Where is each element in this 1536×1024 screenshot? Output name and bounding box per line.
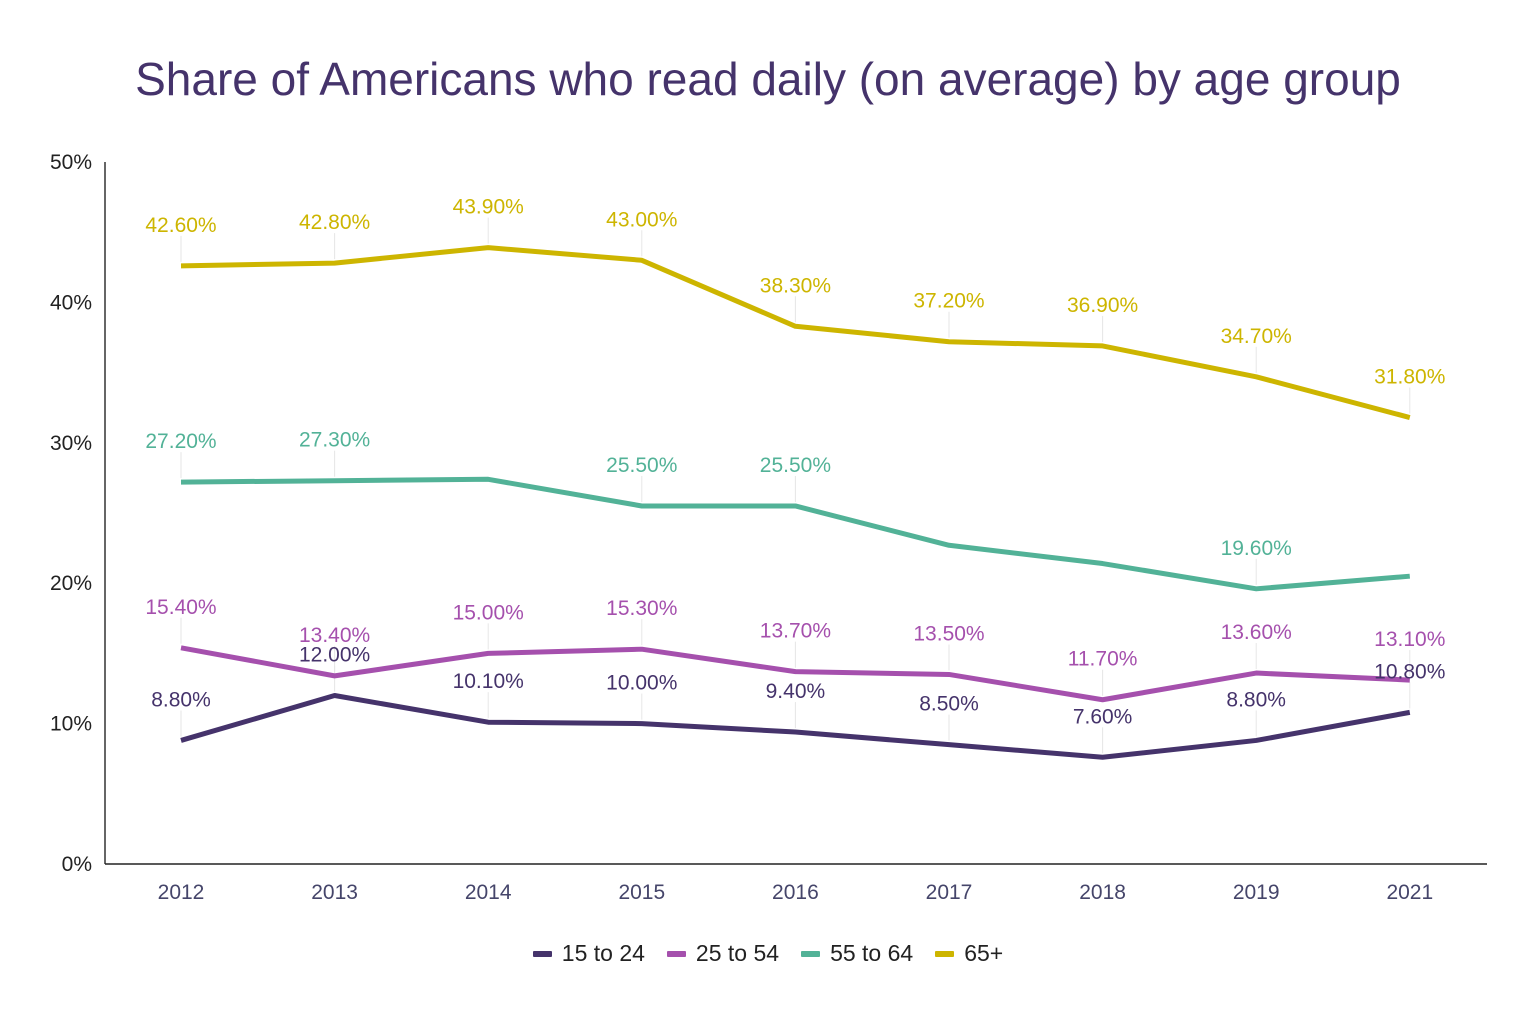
x-tick-label: 2018 xyxy=(1079,881,1126,904)
y-tick-label: 30% xyxy=(50,432,92,455)
legend-item: 25 to 54 xyxy=(666,940,780,967)
x-tick-label: 2013 xyxy=(311,881,358,904)
data-label: 15.40% xyxy=(145,596,216,619)
series-line-55-to-64 xyxy=(180,476,1411,592)
data-label: 8.80% xyxy=(1226,688,1286,711)
data-label: 27.30% xyxy=(299,429,370,452)
x-tick-label: 2015 xyxy=(618,881,665,904)
legend-label: 65+ xyxy=(964,940,1004,966)
data-label: 15.30% xyxy=(606,597,677,620)
data-label: 38.30% xyxy=(760,274,831,297)
label-leader-lines xyxy=(180,217,1411,754)
y-tick-label: 50% xyxy=(50,151,92,174)
data-label: 43.90% xyxy=(453,196,524,219)
data-label: 42.80% xyxy=(299,211,370,234)
axes: 0% 10% 20% 30% 40% 50% 2012 2013 2014 2015 2016 201… xyxy=(50,151,1487,904)
data-label: 37.20% xyxy=(913,290,984,313)
data-label: 8.80% xyxy=(151,688,211,711)
legend-item: 15 to 24 xyxy=(532,940,645,967)
data-label: 13.70% xyxy=(760,620,831,643)
data-label: 13.40% xyxy=(299,624,370,647)
y-tick-label: 40% xyxy=(50,291,92,314)
x-tick-label: 2019 xyxy=(1233,881,1280,904)
data-label: 10.80% xyxy=(1374,660,1445,683)
data-label: 10.00% xyxy=(606,672,677,695)
data-label: 10.10% xyxy=(453,670,524,693)
data-label: 9.40% xyxy=(766,680,826,703)
x-tick-label: 2021 xyxy=(1386,881,1433,904)
data-label: 13.50% xyxy=(913,622,984,645)
data-label: 31.80% xyxy=(1374,366,1445,389)
legend: 15 to 24 25 to 54 55 to 64 65+ xyxy=(0,940,1536,967)
data-label: 13.10% xyxy=(1374,628,1445,651)
x-tick-label: 2014 xyxy=(465,881,512,904)
y-tick-label: 10% xyxy=(50,713,92,736)
data-label: 13.60% xyxy=(1221,621,1292,644)
legend-swatch xyxy=(935,950,955,957)
data-label: 11.70% xyxy=(1068,648,1138,671)
series-line-65- xyxy=(180,245,1411,420)
series-line-15-to-24 xyxy=(180,693,1411,760)
y-tick-label: 0% xyxy=(62,853,92,876)
chart-title: Share of Americans who read daily (on av… xyxy=(135,53,1401,105)
data-label: 19.60% xyxy=(1221,537,1292,560)
data-label: 43.00% xyxy=(606,208,677,231)
data-label: 25.50% xyxy=(760,454,831,477)
legend-swatch xyxy=(666,950,686,957)
legend-item: 65+ xyxy=(935,940,1003,967)
data-label: 36.90% xyxy=(1067,294,1138,317)
data-label: 12.00% xyxy=(299,644,370,667)
data-label: 27.20% xyxy=(145,430,216,453)
legend-item: 55 to 64 xyxy=(801,940,913,967)
legend-label: 25 to 54 xyxy=(695,940,780,966)
x-tick-label: 2012 xyxy=(158,881,205,904)
data-label: 42.60% xyxy=(145,214,216,237)
legend-label: 15 to 24 xyxy=(561,940,645,966)
y-tick-label: 20% xyxy=(50,572,92,595)
data-label: 15.00% xyxy=(453,601,524,624)
legend-swatch xyxy=(801,950,821,957)
series-lines xyxy=(180,245,1411,760)
series-line-25-to-54 xyxy=(180,645,1410,703)
data-label: 25.50% xyxy=(606,454,677,477)
legend-label: 55 to 64 xyxy=(830,940,914,966)
data-labels: 8.80% 12.00% 10.10% 10.00% 9.40% 8.50% 7.60% 8.… xyxy=(145,196,1445,729)
data-label: 7.60% xyxy=(1073,705,1133,728)
data-label: 8.50% xyxy=(919,693,979,716)
legend-swatch xyxy=(532,950,552,957)
data-label: 34.70% xyxy=(1221,325,1292,348)
x-tick-label: 2016 xyxy=(772,881,819,904)
x-tick-label: 2017 xyxy=(926,881,973,904)
